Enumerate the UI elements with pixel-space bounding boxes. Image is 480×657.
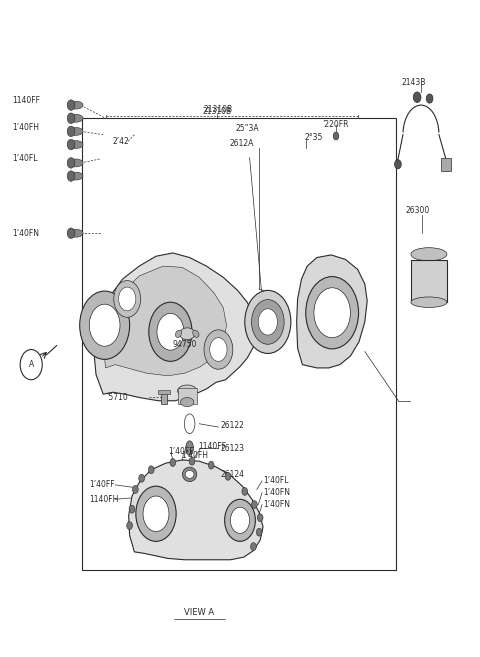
Circle shape bbox=[148, 466, 154, 474]
Text: 2’42: 2’42 bbox=[113, 137, 130, 146]
Circle shape bbox=[67, 126, 75, 137]
Circle shape bbox=[67, 113, 75, 124]
Circle shape bbox=[127, 522, 132, 530]
Text: 1140FH: 1140FH bbox=[89, 495, 118, 504]
Ellipse shape bbox=[180, 328, 195, 340]
Text: 25”3A: 25”3A bbox=[235, 124, 259, 133]
Ellipse shape bbox=[69, 127, 83, 135]
Text: 26124: 26124 bbox=[221, 470, 245, 479]
Text: 1’40FL: 1’40FL bbox=[12, 154, 37, 164]
Circle shape bbox=[67, 139, 75, 150]
Circle shape bbox=[89, 304, 120, 346]
Circle shape bbox=[136, 486, 176, 541]
Ellipse shape bbox=[175, 330, 182, 338]
Polygon shape bbox=[129, 460, 263, 560]
Circle shape bbox=[20, 350, 42, 380]
Text: A: A bbox=[29, 360, 34, 369]
Ellipse shape bbox=[178, 385, 197, 397]
Circle shape bbox=[67, 158, 75, 168]
Polygon shape bbox=[103, 266, 227, 376]
Ellipse shape bbox=[69, 172, 83, 180]
Ellipse shape bbox=[69, 114, 83, 122]
Ellipse shape bbox=[180, 397, 194, 407]
Circle shape bbox=[139, 474, 144, 482]
Text: 1’40FF: 1’40FF bbox=[168, 447, 193, 456]
Circle shape bbox=[114, 281, 141, 317]
Ellipse shape bbox=[411, 248, 447, 261]
Polygon shape bbox=[297, 255, 367, 368]
Bar bbox=[158, 390, 170, 394]
Circle shape bbox=[208, 461, 214, 469]
Circle shape bbox=[225, 472, 231, 480]
Text: 2143B: 2143B bbox=[402, 78, 426, 87]
Bar bbox=[178, 388, 197, 404]
Text: 1140FF: 1140FF bbox=[198, 442, 226, 451]
Circle shape bbox=[129, 505, 135, 513]
Ellipse shape bbox=[69, 229, 83, 237]
Circle shape bbox=[67, 228, 75, 238]
Circle shape bbox=[67, 171, 75, 181]
Text: ’5710: ’5710 bbox=[107, 393, 128, 402]
Text: 1’40FN: 1’40FN bbox=[263, 488, 290, 497]
Circle shape bbox=[225, 499, 255, 541]
Circle shape bbox=[252, 300, 284, 344]
Text: 1’40FH: 1’40FH bbox=[12, 123, 39, 132]
Text: 21310B: 21310B bbox=[203, 107, 232, 116]
Ellipse shape bbox=[411, 297, 447, 307]
Ellipse shape bbox=[185, 470, 194, 478]
Text: 1’40FH: 1’40FH bbox=[181, 451, 208, 461]
Text: 1’40FF: 1’40FF bbox=[89, 480, 114, 489]
Circle shape bbox=[242, 487, 248, 495]
Ellipse shape bbox=[69, 159, 83, 167]
Ellipse shape bbox=[69, 101, 83, 109]
Circle shape bbox=[67, 100, 75, 110]
Circle shape bbox=[251, 543, 256, 551]
Circle shape bbox=[132, 486, 138, 493]
Bar bbox=[411, 260, 447, 302]
Text: 2°35: 2°35 bbox=[305, 133, 323, 143]
Circle shape bbox=[256, 528, 262, 536]
Circle shape bbox=[119, 287, 136, 311]
Circle shape bbox=[252, 501, 257, 509]
Text: 26122: 26122 bbox=[221, 421, 245, 430]
Circle shape bbox=[245, 290, 291, 353]
Text: 2612A: 2612A bbox=[229, 139, 254, 148]
Text: 1’40FN: 1’40FN bbox=[12, 229, 39, 238]
Text: 21310B: 21310B bbox=[204, 105, 233, 114]
Text: 26300: 26300 bbox=[406, 206, 430, 215]
Circle shape bbox=[314, 288, 350, 338]
Circle shape bbox=[413, 92, 421, 102]
Circle shape bbox=[333, 132, 339, 140]
Ellipse shape bbox=[186, 441, 193, 455]
Text: 94750: 94750 bbox=[173, 340, 197, 349]
Circle shape bbox=[80, 291, 130, 359]
Ellipse shape bbox=[69, 141, 83, 148]
Circle shape bbox=[170, 459, 176, 466]
Text: 1’40FL: 1’40FL bbox=[263, 476, 288, 486]
Text: VIEW A: VIEW A bbox=[184, 608, 214, 617]
Text: 1’40FN: 1’40FN bbox=[263, 500, 290, 509]
Circle shape bbox=[143, 496, 169, 532]
Circle shape bbox=[204, 330, 233, 369]
Circle shape bbox=[426, 94, 433, 103]
Circle shape bbox=[149, 302, 192, 361]
Bar bbox=[82, 118, 396, 570]
Circle shape bbox=[210, 338, 227, 361]
Circle shape bbox=[230, 507, 250, 533]
Bar bbox=[441, 158, 451, 171]
Circle shape bbox=[257, 514, 263, 522]
Circle shape bbox=[306, 277, 359, 349]
Bar bbox=[161, 391, 167, 404]
Circle shape bbox=[189, 457, 195, 465]
Circle shape bbox=[258, 309, 277, 335]
Text: 1140FF: 1140FF bbox=[12, 96, 40, 105]
Polygon shape bbox=[94, 253, 257, 401]
Ellipse shape bbox=[192, 330, 199, 338]
Ellipse shape bbox=[182, 467, 197, 482]
Circle shape bbox=[157, 313, 184, 350]
Text: ’220FR: ’220FR bbox=[323, 120, 349, 129]
Circle shape bbox=[395, 160, 401, 169]
Ellipse shape bbox=[184, 414, 195, 434]
Text: 26123: 26123 bbox=[221, 443, 245, 453]
